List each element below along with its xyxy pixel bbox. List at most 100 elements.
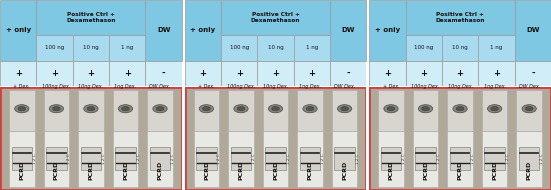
Bar <box>332 131 357 187</box>
Text: +: + <box>457 69 463 78</box>
Bar <box>36 0 145 35</box>
Circle shape <box>303 105 317 113</box>
Text: -: - <box>531 69 534 78</box>
Bar <box>194 131 219 187</box>
Text: +: + <box>88 69 94 78</box>
Bar <box>78 90 104 131</box>
Text: +: + <box>15 69 21 78</box>
Text: + Dex.: + Dex. <box>13 84 30 89</box>
Text: PCRD: PCRD <box>273 161 278 180</box>
Bar <box>406 61 442 86</box>
Text: + Dex.: + Dex. <box>198 84 215 89</box>
Bar <box>78 131 104 187</box>
Bar <box>478 61 515 86</box>
Text: -: - <box>162 69 165 78</box>
Text: +: + <box>384 69 391 78</box>
Text: 1 2 C: 1 2 C <box>252 153 256 164</box>
Circle shape <box>118 105 133 113</box>
Bar <box>221 61 257 86</box>
Text: 1 2 C: 1 2 C <box>287 153 290 164</box>
Text: 1ng Dex.: 1ng Dex. <box>299 84 321 89</box>
Bar <box>257 35 294 61</box>
Bar <box>0 0 36 61</box>
Text: PCRD: PCRD <box>88 161 94 180</box>
Bar <box>221 0 330 35</box>
Bar <box>145 0 182 61</box>
Text: 1 2 C: 1 2 C <box>137 153 141 164</box>
Bar <box>478 35 515 61</box>
Bar <box>515 0 551 61</box>
Bar <box>147 90 173 131</box>
Bar <box>194 90 219 131</box>
Bar <box>378 90 404 131</box>
Text: DW Dex.: DW Dex. <box>518 84 540 89</box>
Text: PCRD: PCRD <box>423 161 428 180</box>
Text: DW: DW <box>526 27 539 33</box>
Circle shape <box>422 106 429 111</box>
Circle shape <box>234 105 248 113</box>
Bar <box>12 147 32 170</box>
Text: 100ng Dex.: 100ng Dex. <box>227 84 255 89</box>
Text: 1ng Dex.: 1ng Dex. <box>484 84 506 89</box>
Bar <box>263 90 288 131</box>
Text: DW: DW <box>157 27 170 33</box>
Text: PCRD: PCRD <box>123 161 128 180</box>
Circle shape <box>488 105 502 113</box>
Bar <box>447 90 473 131</box>
Circle shape <box>418 105 433 113</box>
Text: 100ng Dex.: 100ng Dex. <box>412 84 440 89</box>
Circle shape <box>525 106 533 111</box>
Text: 1 ng: 1 ng <box>490 45 503 50</box>
Text: + only: + only <box>6 27 31 33</box>
Text: 1 2 C: 1 2 C <box>102 153 106 164</box>
Text: +: + <box>309 69 315 78</box>
Bar <box>46 147 67 170</box>
Circle shape <box>15 105 29 113</box>
Circle shape <box>453 105 467 113</box>
Text: 10 ng: 10 ng <box>268 45 283 50</box>
Bar <box>294 61 330 86</box>
Bar <box>228 131 253 187</box>
Circle shape <box>18 106 26 111</box>
Text: PCRD: PCRD <box>388 161 393 180</box>
Text: 1 2 C: 1 2 C <box>471 153 475 164</box>
Text: +: + <box>420 69 427 78</box>
Bar <box>298 131 323 187</box>
Bar <box>109 35 145 61</box>
Bar <box>294 35 330 61</box>
Bar <box>442 61 478 86</box>
Bar <box>334 147 355 170</box>
Circle shape <box>202 106 210 111</box>
Text: DW Dex.: DW Dex. <box>149 84 171 89</box>
Bar <box>9 90 35 131</box>
Bar <box>145 61 182 86</box>
Bar <box>44 131 69 187</box>
Bar <box>516 131 542 187</box>
Bar <box>113 90 138 131</box>
Circle shape <box>49 105 63 113</box>
Circle shape <box>272 106 279 111</box>
Text: DW Dex.: DW Dex. <box>334 84 355 89</box>
Text: + only: + only <box>375 27 400 33</box>
Bar <box>330 0 366 61</box>
Text: 1 2 C: 1 2 C <box>402 153 406 164</box>
Text: PCRD: PCRD <box>239 161 244 180</box>
Bar <box>228 90 253 131</box>
Text: 1 2 C: 1 2 C <box>506 153 510 164</box>
Bar <box>36 61 73 86</box>
Bar <box>406 0 515 35</box>
Circle shape <box>384 105 398 113</box>
Bar <box>185 0 221 61</box>
Bar <box>332 90 357 131</box>
Text: 10 ng: 10 ng <box>83 45 99 50</box>
Circle shape <box>268 105 283 113</box>
Bar <box>300 147 320 170</box>
Bar <box>115 147 136 170</box>
Bar <box>185 61 221 86</box>
Text: 1 ng: 1 ng <box>306 45 318 50</box>
Text: 10ng Dex.: 10ng Dex. <box>447 84 473 89</box>
Text: +: + <box>124 69 131 78</box>
Bar <box>369 0 406 61</box>
Bar <box>482 131 507 187</box>
Circle shape <box>237 106 245 111</box>
